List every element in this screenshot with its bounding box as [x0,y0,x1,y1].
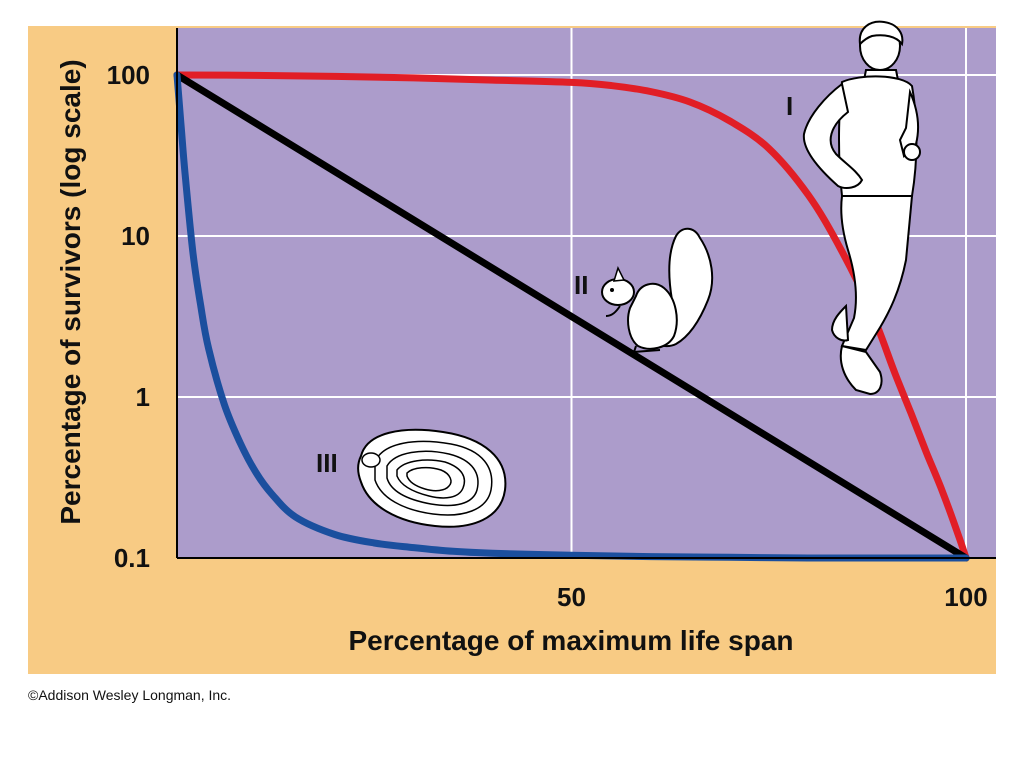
tick-labels: 100 10 1 0.1 50 100 [107,60,988,612]
squirrel-illustration [601,227,714,354]
x-tick-label-1: 100 [944,582,987,612]
y-tick-label-3: 0.1 [114,543,150,573]
x-tick-label-0: 50 [557,582,586,612]
curve-label-III: III [316,448,338,478]
x-axis-title: Percentage of maximum life span [348,625,793,656]
y-tick-label-0: 100 [107,60,150,90]
series-line-I [173,71,970,562]
human-runner-illustration [802,20,921,396]
curve-labels: I II III [316,91,793,478]
copyright-credit: ©Addison Wesley Longman, Inc. [28,687,232,703]
y-tick-label-2: 1 [136,382,150,412]
oyster-illustration [357,428,507,528]
y-axis-title: Percentage of survivors (log scale) [55,59,86,524]
curve-label-II: II [574,270,588,300]
y-tick-label-1: 10 [121,221,150,251]
series-line-II [173,71,970,562]
curve-label-I: I [786,91,793,121]
